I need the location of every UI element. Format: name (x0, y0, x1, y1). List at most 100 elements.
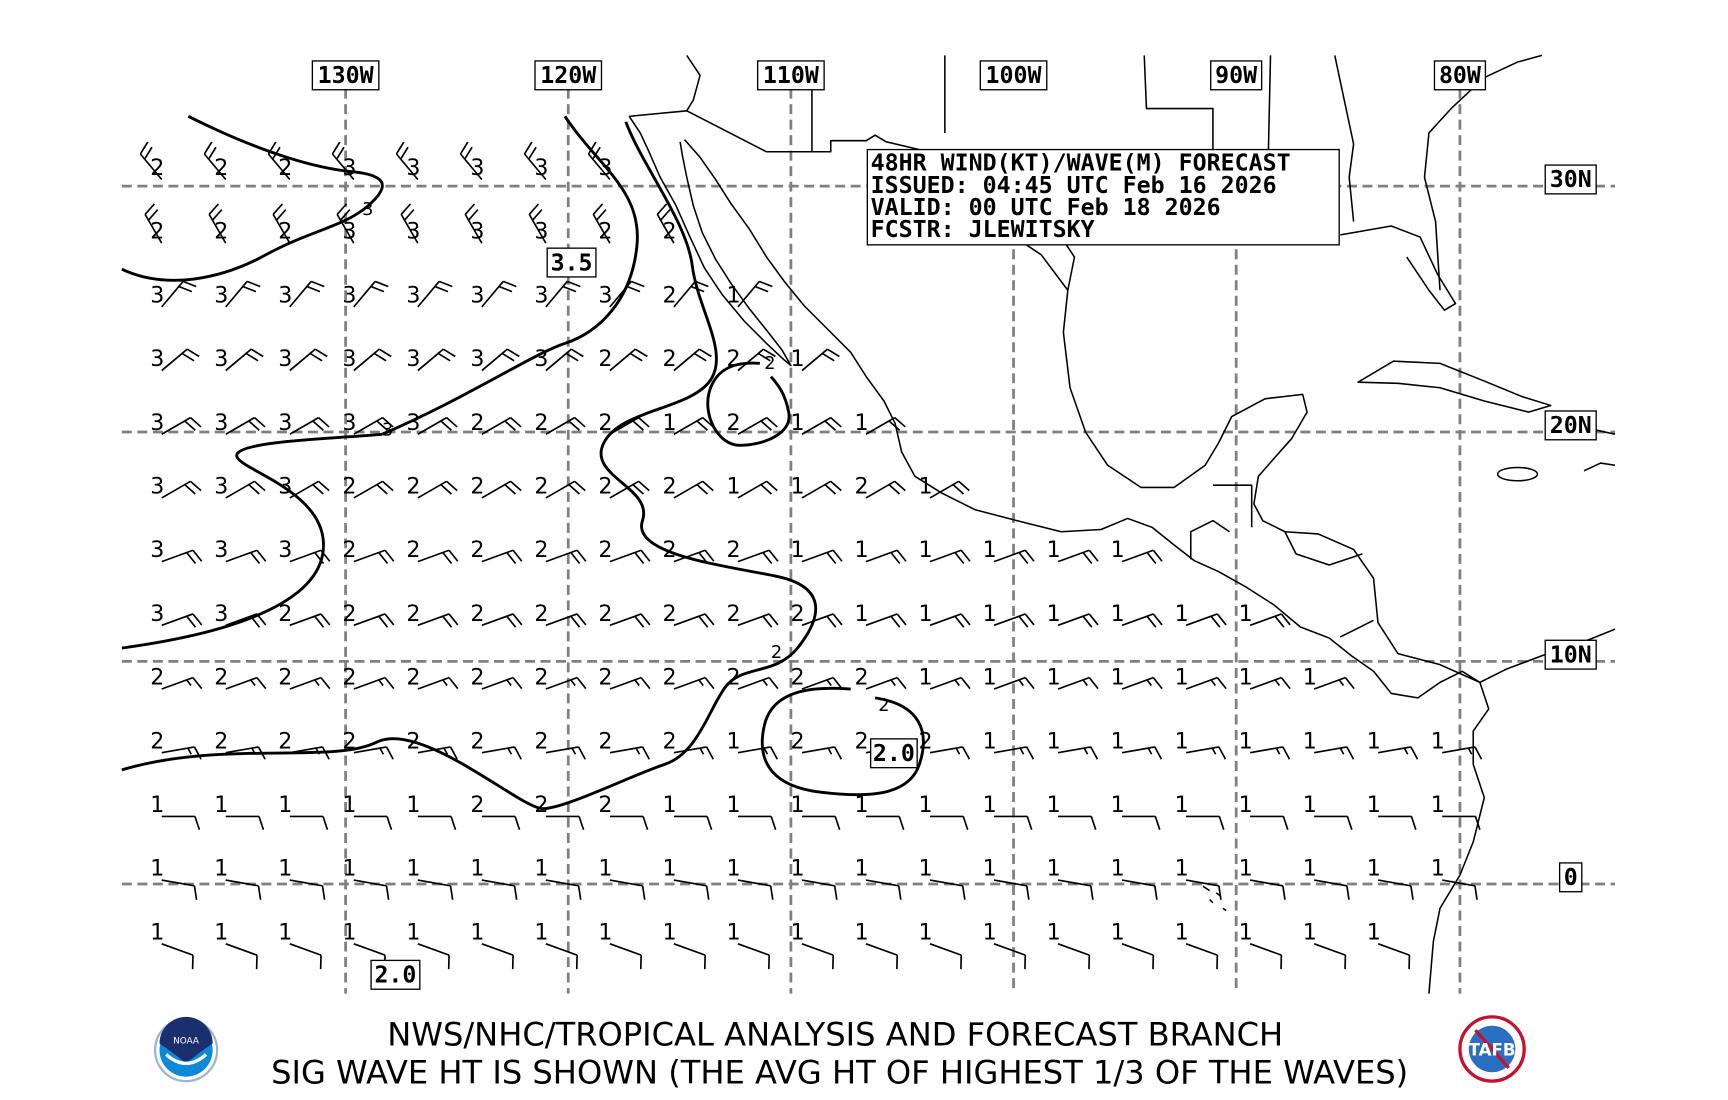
wave-height-value: 2 (470, 474, 484, 500)
wave-height-value: 1 (1175, 856, 1189, 882)
wind-barb (609, 280, 645, 308)
wind-barb (545, 746, 586, 760)
wind-barb (161, 549, 203, 565)
wave-height-value: 1 (1111, 792, 1125, 818)
wave-height-value: 1 (662, 792, 676, 818)
contour-label-box (370, 959, 421, 990)
wind-barb (801, 613, 843, 628)
wave-height-value: 2 (726, 410, 740, 436)
wave-height-value: 2 (598, 728, 612, 754)
wave-height-value: 2 (278, 665, 292, 691)
wind-barb (161, 348, 200, 372)
wave-height-value: 1 (342, 856, 356, 882)
wind-barb (737, 746, 779, 760)
wave-height-value: 1 (1047, 856, 1061, 882)
wave-height-value: 1 (855, 792, 869, 818)
wind-barb (225, 676, 267, 690)
wave-height-value: 1 (790, 346, 804, 372)
us-state-lines (686, 54, 1355, 222)
wind-barb (801, 746, 843, 760)
wind-barb (481, 416, 522, 435)
wave-height-value: 1 (1111, 856, 1125, 882)
wave-height-value: 2 (406, 665, 420, 691)
wind-barb (353, 549, 395, 565)
wave-height-value: 1 (1239, 919, 1253, 945)
wind-barb (289, 746, 330, 760)
wind-barb (865, 480, 906, 499)
noaa-logo: NOAA (153, 1016, 219, 1083)
wind-barb (395, 141, 419, 181)
wave-height-value: 1 (790, 474, 804, 500)
wind-barb (161, 746, 202, 760)
wave-height-value: 2 (342, 728, 356, 754)
wave-height-value: 3 (342, 346, 356, 372)
wind-barb (289, 815, 329, 830)
wind-barb (523, 141, 547, 181)
jamaica (1496, 466, 1539, 482)
wave-height-value: 1 (983, 537, 997, 563)
contour-2m-loop-south (760, 686, 925, 797)
wave-height-value: 2 (406, 474, 420, 500)
wind-barb (208, 203, 227, 244)
wind-barb (609, 416, 650, 435)
wind-barb (289, 348, 328, 372)
wind-barb (225, 613, 267, 628)
wave-height-value: 1 (726, 474, 740, 500)
cuba (1357, 360, 1552, 413)
contour-label: 3.5 (551, 249, 593, 276)
contour-label: 2 (878, 696, 889, 716)
wave-height-value: 3 (278, 346, 292, 372)
wave-height-value: 2 (342, 537, 356, 563)
wind-barb (801, 676, 843, 690)
wave-height-value: 1 (214, 792, 228, 818)
wind-barb (353, 280, 389, 308)
coastlines (628, 54, 1616, 994)
wind-barb (1185, 943, 1219, 970)
wave-height-value: 3 (214, 474, 228, 500)
wind-barb (203, 141, 227, 181)
wind-barb (1313, 943, 1347, 970)
wave-height-value: 1 (214, 856, 228, 882)
wave-height-value: 1 (1047, 537, 1061, 563)
wave-height-values: 2 2 2 3 3 3 3 32 2 2 3 3 3 3 2 23 3 3 3 3 3 3 3 2 13 3 3 3 3 3 3 2 2 2 13 3… (150, 155, 1445, 945)
wave-height-value: 1 (1175, 665, 1189, 691)
wind-barb (289, 879, 326, 900)
wind-barb (1057, 613, 1099, 628)
wave-height-value: 3 (342, 410, 356, 436)
wind-barbs (139, 141, 1483, 970)
wave-height-value: 3 (150, 410, 164, 436)
wind-barb (1249, 746, 1291, 760)
wave-height-value: 3 (598, 282, 612, 308)
wave-height-value: 3 (470, 282, 484, 308)
lon-label-90w: 90W (1215, 62, 1257, 89)
wind-barb (656, 203, 675, 244)
wind-barb (930, 815, 969, 830)
noaa-logo-text: NOAA (173, 1036, 199, 1046)
wave-height-value: 2 (662, 601, 676, 627)
wave-height-value: 2 (598, 601, 612, 627)
wind-barb (1058, 815, 1097, 830)
wind-barb (545, 879, 582, 900)
wind-barb (417, 746, 458, 760)
wave-height-value: 1 (790, 792, 804, 818)
wind-barb (225, 549, 267, 565)
wind-barb (1057, 943, 1091, 970)
wave-height-value: 3 (406, 410, 420, 436)
wave-height-value: 2 (790, 601, 804, 627)
contour-label: 2 (764, 354, 775, 374)
wind-barb (993, 879, 1030, 900)
wave-height-value: 3 (470, 155, 484, 181)
forecast-info-box: 48HR WIND(KT)/WAVE(M) FORECAST ISSUED: 0… (866, 148, 1340, 246)
contour-label-box (546, 247, 597, 278)
wave-height-value: 2 (278, 728, 292, 754)
wave-height-value: 2 (662, 219, 676, 245)
wave-height-value: 1 (1239, 728, 1253, 754)
wind-barb (801, 348, 840, 372)
wave-height-value: 1 (855, 856, 869, 882)
wave-height-value: 3 (278, 410, 292, 436)
contour-label: 2 (771, 643, 782, 663)
wind-barb (673, 416, 714, 435)
wave-height-value: 2 (534, 792, 548, 818)
wave-height-value: 1 (855, 601, 869, 627)
wind-barb (1121, 549, 1163, 565)
